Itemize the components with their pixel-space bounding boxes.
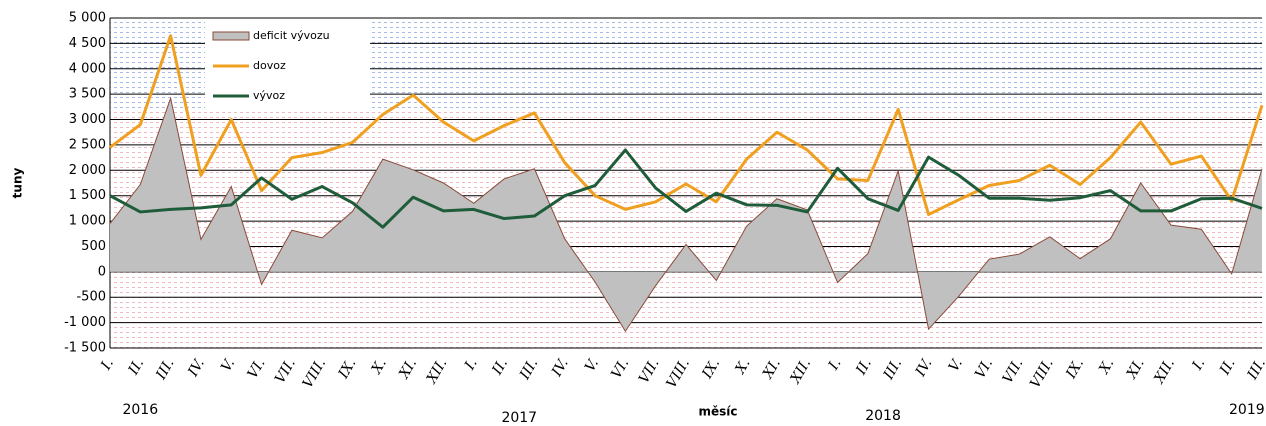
y-tick-label: -500 bbox=[76, 290, 106, 305]
x-tick-label: XI. bbox=[760, 356, 784, 382]
x-tick-label: IX. bbox=[1063, 356, 1087, 382]
x-tick-label: XII. bbox=[787, 356, 814, 387]
x-tick-label: VI. bbox=[972, 356, 996, 381]
line bbox=[109, 34, 1264, 216]
x-tick-label: V. bbox=[946, 356, 966, 375]
x-tick-label: I. bbox=[825, 356, 844, 374]
x-tick-label: XI. bbox=[1123, 356, 1147, 382]
y-tick-label: 0 bbox=[98, 264, 106, 279]
area-edge bbox=[109, 96, 1263, 333]
plot-background bbox=[110, 108, 1262, 348]
x-tick-label: I. bbox=[98, 356, 117, 374]
x-tick-label: II. bbox=[1216, 356, 1238, 378]
year-label: 2016 bbox=[122, 402, 158, 418]
y-tick-label: 4 000 bbox=[69, 61, 106, 76]
x-tick-label: VI. bbox=[608, 356, 632, 381]
legend-label: vývoz bbox=[253, 89, 285, 102]
legend-swatch bbox=[212, 31, 250, 41]
x-tick-label: IX. bbox=[335, 356, 359, 382]
x-tick-label: III. bbox=[1244, 356, 1266, 383]
x-tick-label: III. bbox=[880, 356, 905, 383]
x-tick-label: VIII. bbox=[300, 356, 329, 391]
x-tick-label: III. bbox=[516, 356, 541, 383]
x-tick-label: X. bbox=[1096, 356, 1118, 377]
x-tick-label: VI. bbox=[245, 356, 269, 381]
y-axis-label: tuny bbox=[11, 168, 25, 199]
x-tick-label: IV. bbox=[548, 356, 571, 380]
y-tick-label: 500 bbox=[81, 239, 106, 254]
y-tick-label: -1 000 bbox=[64, 315, 106, 330]
y-tick-label: 3 000 bbox=[69, 112, 106, 127]
x-tick-label: II. bbox=[489, 356, 511, 378]
y-tick-label: 2 500 bbox=[69, 137, 106, 152]
x-tick-label: XI. bbox=[396, 356, 420, 382]
x-tick-label: X. bbox=[368, 356, 390, 377]
x-tick-label: IV. bbox=[912, 356, 935, 380]
x-axis-label: měsíc bbox=[698, 405, 737, 419]
x-tick-label: X. bbox=[732, 356, 754, 377]
x-tick-label: VII. bbox=[1000, 356, 1027, 386]
y-tick-label: 2 000 bbox=[69, 163, 106, 178]
x-tick-label: VIII. bbox=[663, 356, 692, 391]
x-tick-label: VII. bbox=[272, 356, 299, 386]
x-tick-label: XII. bbox=[1151, 356, 1178, 387]
area bbox=[110, 98, 1262, 332]
x-tick-label: VII. bbox=[636, 356, 663, 386]
y-tick-label: 4 500 bbox=[69, 36, 106, 51]
y-tick-label: -1 500 bbox=[64, 341, 106, 356]
x-tick-label: I. bbox=[1189, 356, 1208, 374]
y-tick-label: 3 500 bbox=[69, 87, 106, 102]
x-tick-label: XII. bbox=[423, 356, 450, 387]
x-tick-label: V. bbox=[582, 356, 602, 375]
x-tick-label: II. bbox=[853, 356, 875, 378]
legend-label: deficit vývozu bbox=[253, 29, 330, 42]
x-tick-label: III. bbox=[153, 356, 178, 383]
line bbox=[109, 148, 1263, 229]
legend-label: dovoz bbox=[253, 59, 286, 72]
year-label: 2017 bbox=[501, 410, 537, 426]
x-tick-label: VIII. bbox=[1027, 356, 1056, 391]
x-tick-label: I. bbox=[461, 356, 480, 374]
y-tick-label: 1 000 bbox=[69, 214, 106, 229]
y-tick-label: 5 000 bbox=[69, 11, 106, 26]
year-label: 2018 bbox=[865, 408, 901, 424]
x-tick-label: V. bbox=[218, 356, 238, 375]
y-tick-label: 1 500 bbox=[69, 188, 106, 203]
year-label: 2019 bbox=[1229, 402, 1265, 418]
x-tick-label: IX. bbox=[699, 356, 723, 382]
x-tick-label: II. bbox=[125, 356, 147, 378]
x-tick-label: IV. bbox=[185, 356, 208, 380]
